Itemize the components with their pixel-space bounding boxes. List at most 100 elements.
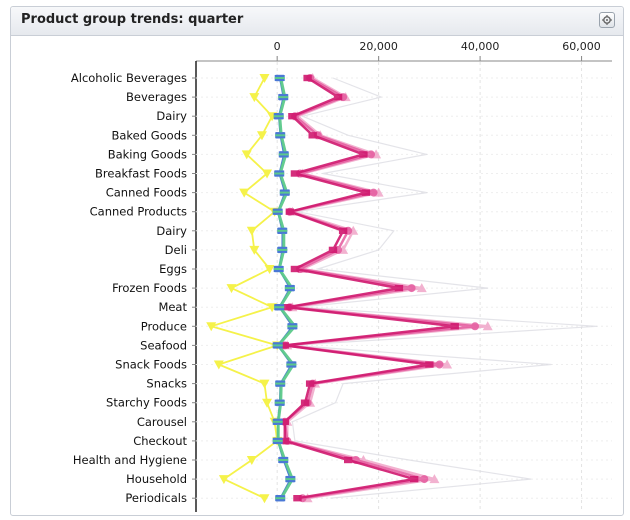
data-point: [280, 418, 289, 425]
x-tick-label: 40,000: [461, 40, 500, 53]
data-point: [239, 188, 250, 198]
category-label: Meat: [158, 300, 187, 314]
data-point: [442, 359, 453, 369]
category-label: Beverages: [126, 90, 187, 104]
category-label: Household: [126, 472, 187, 486]
data-point: [272, 439, 283, 442]
category-label: Periodicals: [125, 491, 187, 505]
series-group: [291, 77, 598, 499]
data-point: [277, 229, 288, 232]
data-point: [275, 497, 286, 500]
data-point: [278, 459, 289, 461]
data-point: [303, 74, 312, 82]
category-label: Seafood: [140, 338, 187, 352]
data-point: [275, 382, 286, 385]
data-point: [275, 134, 286, 137]
data-point: [280, 437, 289, 445]
category-label: Canned Foods: [106, 186, 187, 200]
data-point: [450, 323, 459, 330]
category-label: Eggs: [159, 262, 187, 276]
data-point: [369, 188, 378, 197]
data-point: [249, 245, 260, 255]
data-point: [218, 475, 229, 485]
x-tick-label: 60,000: [562, 40, 601, 53]
category-label: Snack Foods: [115, 358, 187, 372]
data-point: [262, 169, 273, 179]
data-point: [286, 363, 297, 366]
category-label: Alcoholic Beverages: [71, 71, 187, 85]
data-point: [278, 153, 289, 156]
data-point: [283, 304, 292, 311]
category-label: Snacks: [146, 377, 187, 391]
data-point: [262, 398, 273, 408]
data-point: [407, 284, 416, 293]
gear-icon: [602, 15, 612, 25]
data-point: [259, 74, 270, 83]
data-point: [359, 151, 368, 158]
data-point: [300, 399, 310, 406]
data-point: [285, 478, 296, 481]
data-point: [273, 115, 284, 118]
data-point: [274, 306, 285, 309]
data-point: [259, 379, 270, 389]
series-group: [206, 74, 283, 504]
data-point: [285, 208, 295, 215]
data-point: [256, 131, 267, 141]
series-group: [272, 75, 298, 502]
data-point: [328, 246, 338, 254]
data-point: [305, 380, 315, 387]
category-label: Health and Hygiene: [73, 453, 187, 467]
data-point: [278, 96, 289, 99]
category-label: Baked Goods: [112, 128, 188, 142]
category-label: Carousel: [137, 415, 187, 429]
series-line: [291, 77, 598, 499]
data-point: [409, 475, 419, 483]
data-point: [226, 284, 237, 294]
chart-panel: Product group trends: quarter: [10, 6, 624, 516]
data-point: [293, 495, 302, 502]
data-point: [343, 456, 353, 464]
data-point: [420, 475, 429, 484]
category-label: Checkout: [133, 434, 187, 448]
settings-button[interactable]: [599, 12, 615, 28]
data-point: [246, 456, 257, 465]
x-tick-label: 0: [274, 40, 281, 53]
data-point: [288, 113, 297, 120]
data-point: [280, 342, 289, 349]
category-label: Starchy Foods: [106, 396, 187, 410]
data-point: [277, 248, 288, 251]
category-label: Frozen Foods: [112, 281, 187, 295]
category-label: Dairy: [156, 224, 187, 238]
data-point: [471, 322, 480, 331]
data-point: [272, 420, 283, 423]
data-point: [482, 321, 493, 331]
data-point: [425, 361, 434, 368]
data-point: [290, 170, 300, 177]
data-point: [333, 93, 343, 101]
data-point: [429, 474, 440, 484]
data-point: [246, 226, 257, 236]
series-group: [280, 74, 459, 502]
data-point: [274, 172, 285, 175]
data-point: [241, 150, 252, 160]
data-point: [338, 227, 348, 234]
data-point: [361, 189, 371, 196]
data-point: [308, 132, 317, 139]
data-point: [274, 401, 285, 404]
category-label: Produce: [141, 319, 187, 333]
data-point: [367, 150, 376, 159]
data-point: [272, 210, 283, 213]
category-label: Dairy: [156, 109, 187, 123]
data-point: [394, 284, 404, 292]
category-label: Baking Goods: [108, 147, 187, 161]
data-point: [259, 494, 270, 504]
data-point: [273, 268, 284, 270]
data-point: [287, 325, 298, 328]
panel-title: Product group trends: quarter: [21, 12, 244, 27]
data-point: [279, 191, 290, 194]
data-point: [435, 360, 444, 369]
x-tick-label: 20,000: [359, 40, 398, 53]
category-label: Deli: [165, 243, 187, 257]
data-point: [249, 93, 260, 103]
